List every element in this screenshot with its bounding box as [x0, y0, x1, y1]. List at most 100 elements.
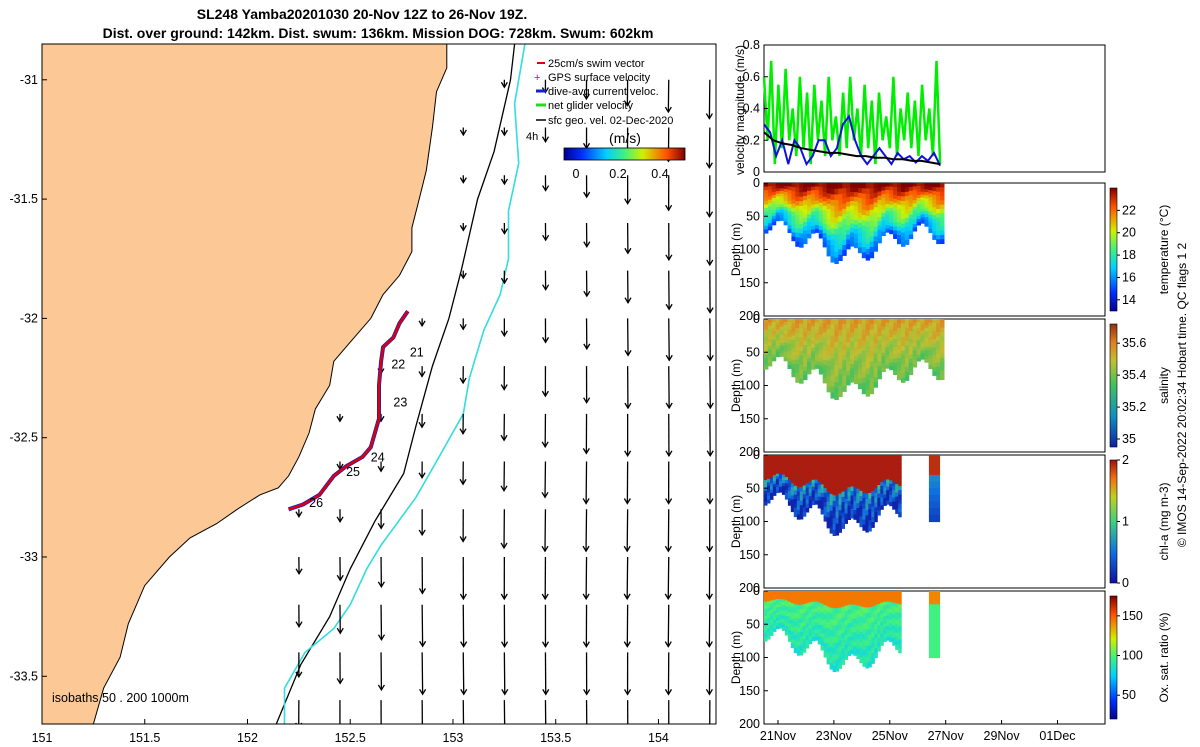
velocity-series-2 — [763, 131, 941, 166]
chla-panel-ytick-1: 50 — [746, 481, 760, 495]
map-colorbar-label: (m/s) — [609, 130, 641, 146]
map-ytick-4: -33 — [20, 550, 38, 564]
current-arrow-102 — [665, 270, 673, 311]
map-colorbar — [563, 147, 686, 161]
current-arrow-121 — [706, 509, 714, 553]
velocity-series — [762, 60, 942, 167]
current-arrow-100 — [665, 175, 673, 212]
current-arrow-48 — [500, 366, 508, 391]
salinity-panel-cbar-tick-1: 35.2 — [1122, 400, 1146, 414]
isobath-label: isobaths 50 . 200 1000m — [52, 691, 189, 705]
current-arrow-66 — [541, 556, 549, 601]
current-arrow-111 — [668, 700, 670, 724]
current-arrow-78 — [582, 461, 590, 505]
current-arrow-96 — [624, 652, 632, 696]
time-x-ticks: 21Nov 23Nov 25Nov 27Nov 29Nov 01Dec — [760, 720, 1076, 743]
current-arrow-117 — [706, 318, 714, 362]
oxygen-panel-ytick-4: 200 — [739, 717, 760, 731]
current-arrow-77 — [582, 413, 590, 455]
current-arrow-60 — [542, 270, 550, 291]
current-arrow-31 — [459, 222, 467, 232]
day-label-0: 21 — [410, 346, 424, 360]
temperature-panel-cells — [764, 183, 945, 264]
legend-gps-marker: + — [534, 72, 540, 84]
map-xtick-4: 153 — [443, 731, 464, 745]
current-arrow-58 — [542, 175, 550, 192]
current-arrow-90 — [624, 366, 632, 410]
map-frame — [41, 43, 717, 725]
map-legend: 25cm/s swim vector + GPS surface velocit… — [526, 58, 686, 181]
current-arrow-51 — [500, 509, 508, 550]
current-arrow-119 — [706, 413, 714, 458]
velocity-ytick-1: 0.2 — [743, 133, 760, 147]
current-arrow-30 — [459, 175, 467, 184]
temperature-panel-cbar-tick-3: 20 — [1122, 226, 1136, 240]
time-xtick-4: 29Nov — [984, 729, 1021, 743]
current-arrow-37 — [459, 509, 467, 543]
legend-4h: 4h — [526, 131, 538, 143]
salinity-panel-cells — [764, 319, 945, 400]
current-arrow-33 — [459, 318, 467, 331]
current-arrow-25 — [418, 556, 426, 595]
current-arrow-45 — [500, 222, 509, 235]
map-ytick-0: -31 — [20, 73, 38, 87]
salinity-panel-ytick-1: 50 — [746, 345, 760, 359]
current-arrow-69 — [544, 700, 547, 724]
time-xtick-5: 01Dec — [1039, 729, 1075, 743]
current-arrow-64 — [541, 461, 549, 499]
current-arrow-21 — [418, 366, 426, 378]
current-arrow-29 — [459, 127, 467, 137]
velocity-ytick-3: 0.6 — [743, 70, 760, 84]
legend-gps: GPS surface velocity — [548, 72, 651, 84]
map-ytick-5: -33.5 — [10, 669, 39, 683]
current-arrow-79 — [582, 509, 590, 553]
current-arrow-27 — [419, 652, 427, 696]
map-xtick-3: 152.5 — [335, 731, 366, 745]
current-arrow-122 — [705, 556, 713, 601]
current-arrow-14 — [377, 461, 385, 473]
oxygen-panel-cbar-tick-0: 50 — [1122, 688, 1136, 702]
current-arrow-18 — [377, 652, 385, 692]
oxygen-panel-ytick-2: 100 — [739, 651, 760, 665]
current-arrow-107 — [664, 509, 672, 553]
day-labels: 21 22 23 24 25 26 — [309, 346, 424, 510]
oxygen-panel-colorbar — [1109, 595, 1118, 720]
time-xtick-2: 25Nov — [872, 729, 909, 743]
current-arrow-89 — [624, 318, 632, 357]
day-label-1: 22 — [391, 357, 405, 371]
chla-panel: 0 50 100 150 200 Depth (m) 0 1 2 chl-a (mg m-3) — [729, 448, 1171, 595]
chla-panel-cbar-tick-0: 0 — [1122, 576, 1129, 590]
day-label-4: 25 — [346, 465, 360, 479]
current-arrow-95 — [623, 604, 631, 648]
map-ytick-1: -31.5 — [10, 192, 39, 206]
current-arrow-4 — [295, 700, 303, 724]
current-arrow-39 — [460, 604, 468, 648]
current-arrow-75 — [583, 318, 591, 351]
current-arrow-15 — [377, 509, 385, 530]
salinity-panel-cbar-tick-3: 35.6 — [1122, 336, 1146, 350]
map-ytick-2: -32 — [20, 311, 38, 325]
chla-panel-ytick-0: 0 — [753, 448, 760, 462]
map-xtick-0: 151 — [32, 731, 53, 745]
map-y-ticks: -31 -31.5 -32 -32.5 -33 -33.5 — [10, 73, 47, 683]
temperature-panel-cbar-tick-2: 18 — [1122, 248, 1136, 262]
current-arrow-61 — [542, 318, 550, 344]
current-arrow-81 — [582, 604, 590, 648]
current-arrow-86 — [624, 175, 632, 205]
current-arrow-54 — [501, 652, 509, 696]
current-arrow-26 — [419, 604, 427, 648]
current-arrow-62 — [541, 366, 549, 398]
chla-panel-cbar-label: chl-a (mg m-3) — [1157, 482, 1171, 560]
current-arrow-38 — [459, 556, 467, 601]
oxygen-panel-ytick-1: 50 — [746, 617, 760, 631]
temperature-panel-ylabel: Depth (m) — [729, 223, 743, 276]
current-arrow-113 — [705, 127, 713, 170]
current-arrow-43 — [500, 127, 508, 137]
chla-panel-cells — [764, 455, 941, 536]
current-arrow-7 — [336, 509, 344, 524]
current-arrow-101 — [665, 222, 673, 262]
current-arrow-19 — [380, 700, 382, 724]
chla-panel-ytick-4: 200 — [739, 581, 760, 595]
current-arrow-23 — [418, 461, 426, 480]
